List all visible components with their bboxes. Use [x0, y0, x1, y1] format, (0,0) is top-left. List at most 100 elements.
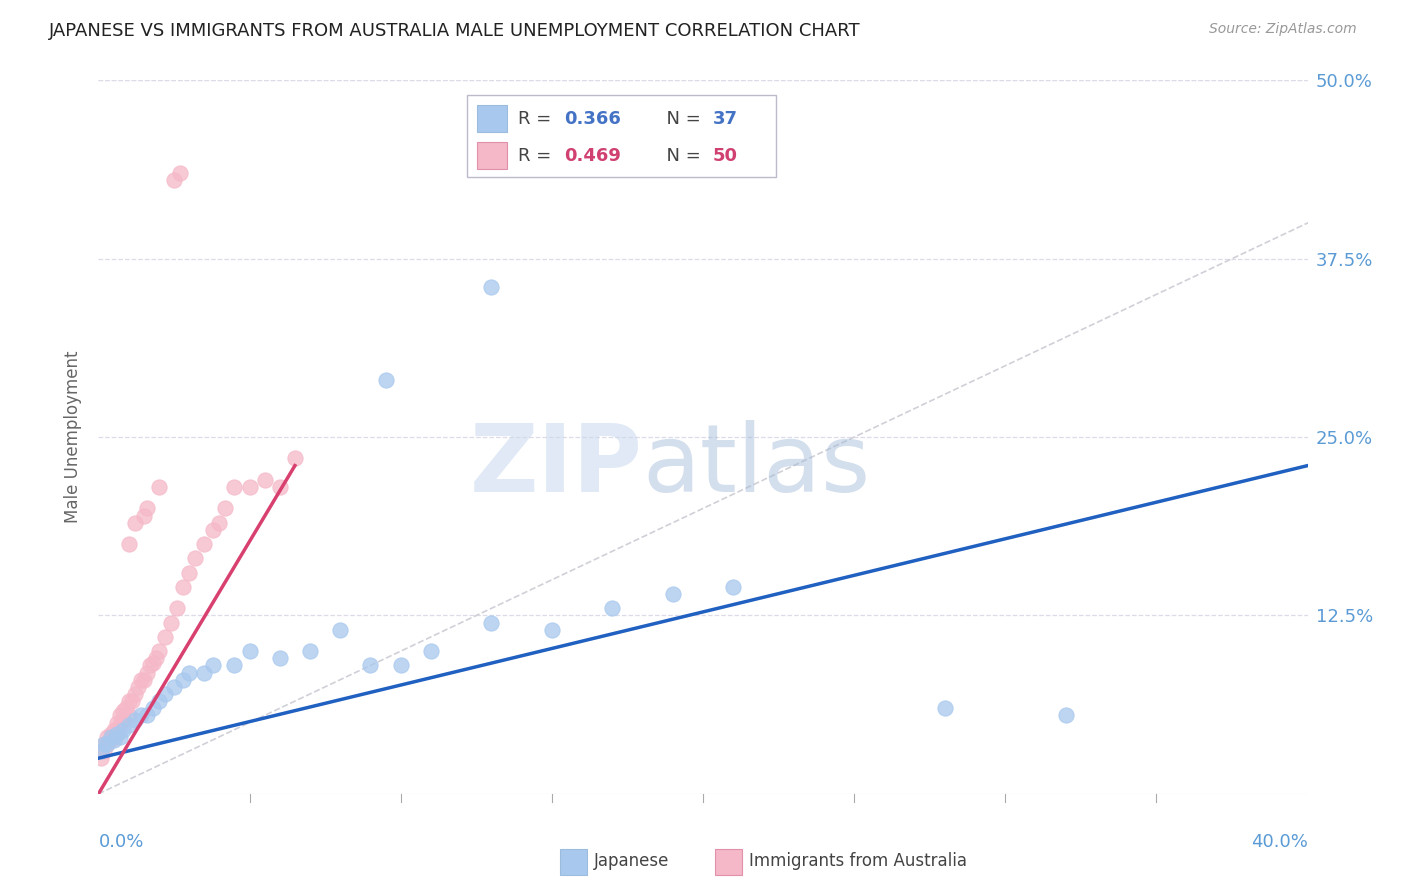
Bar [477, 142, 508, 169]
Point [269, 651, 291, 665]
Point [132, 508, 155, 523]
Text: N =: N = [655, 111, 706, 128]
Point [124, 516, 146, 530]
Point [118, 694, 141, 708]
Point [202, 658, 225, 673]
Point [118, 718, 141, 732]
Point [661, 587, 683, 601]
Point [142, 656, 165, 670]
Text: 40.0%: 40.0% [1251, 833, 1308, 851]
Point [166, 601, 188, 615]
Text: N =: N = [655, 147, 706, 165]
Point [148, 644, 170, 658]
Point [148, 480, 170, 494]
Point [153, 630, 176, 644]
Point [374, 373, 396, 387]
Bar [716, 849, 742, 874]
Y-axis label: Male Unemployment: Male Unemployment [63, 351, 82, 524]
Point [105, 727, 128, 741]
Point [90, 751, 112, 765]
Point [103, 732, 125, 747]
Point [132, 673, 155, 687]
Bar [477, 105, 508, 132]
Point [269, 480, 291, 494]
Point [481, 615, 503, 630]
Point [111, 713, 134, 727]
Point [100, 732, 122, 747]
Point [103, 723, 125, 737]
Point [360, 658, 382, 673]
Text: 0.469: 0.469 [564, 147, 621, 165]
Point [148, 694, 170, 708]
Text: 0.366: 0.366 [564, 111, 621, 128]
Point [139, 658, 162, 673]
Point [103, 730, 125, 744]
Point [108, 708, 131, 723]
Text: Immigrants from Australia: Immigrants from Australia [749, 852, 967, 870]
Point [93, 744, 115, 758]
Text: 37: 37 [713, 111, 738, 128]
Point [934, 701, 956, 715]
Point [540, 623, 562, 637]
Point [129, 673, 152, 687]
Point [163, 173, 186, 187]
Point [93, 737, 115, 751]
Text: JAPANESE VS IMMIGRANTS FROM AUSTRALIA MALE UNEMPLOYMENT CORRELATION CHART: JAPANESE VS IMMIGRANTS FROM AUSTRALIA MA… [49, 22, 860, 40]
Point [118, 708, 141, 723]
Point [172, 673, 194, 687]
Point [145, 651, 167, 665]
Point [179, 566, 201, 580]
Text: 50: 50 [713, 147, 738, 165]
Point [193, 665, 215, 680]
Point [100, 727, 122, 741]
Point [100, 730, 122, 744]
Point [224, 480, 246, 494]
Point [111, 704, 134, 718]
Point [184, 551, 207, 566]
Point [108, 718, 131, 732]
Point [602, 601, 624, 615]
Point [105, 727, 128, 741]
Point [135, 665, 157, 680]
Point [160, 615, 183, 630]
Point [121, 694, 143, 708]
Point [96, 737, 118, 751]
Point [214, 501, 236, 516]
Text: R =: R = [517, 111, 557, 128]
Point [124, 713, 146, 727]
Point [93, 737, 115, 751]
Point [723, 580, 745, 594]
Point [420, 644, 443, 658]
Point [114, 701, 136, 715]
Point [169, 166, 191, 180]
Point [111, 723, 134, 737]
Point [142, 701, 165, 715]
Point [329, 623, 352, 637]
Point [389, 658, 412, 673]
Point [105, 715, 128, 730]
Point [96, 730, 118, 744]
Text: ZIP: ZIP [470, 419, 643, 512]
Point [179, 665, 201, 680]
Point [224, 658, 246, 673]
Point [284, 451, 307, 466]
Point [1054, 708, 1077, 723]
Point [163, 680, 186, 694]
Point [127, 680, 149, 694]
Point [239, 644, 262, 658]
Point [135, 708, 157, 723]
Point [108, 730, 131, 744]
Text: Japanese: Japanese [595, 852, 669, 870]
FancyBboxPatch shape [467, 95, 776, 177]
Point [129, 708, 152, 723]
Point [299, 644, 322, 658]
Point [153, 687, 176, 701]
Point [253, 473, 276, 487]
Point [193, 537, 215, 551]
Text: 0.0%: 0.0% [98, 833, 143, 851]
Point [202, 523, 225, 537]
Point [135, 501, 157, 516]
Bar [561, 849, 586, 874]
Point [208, 516, 231, 530]
Point [96, 737, 118, 751]
